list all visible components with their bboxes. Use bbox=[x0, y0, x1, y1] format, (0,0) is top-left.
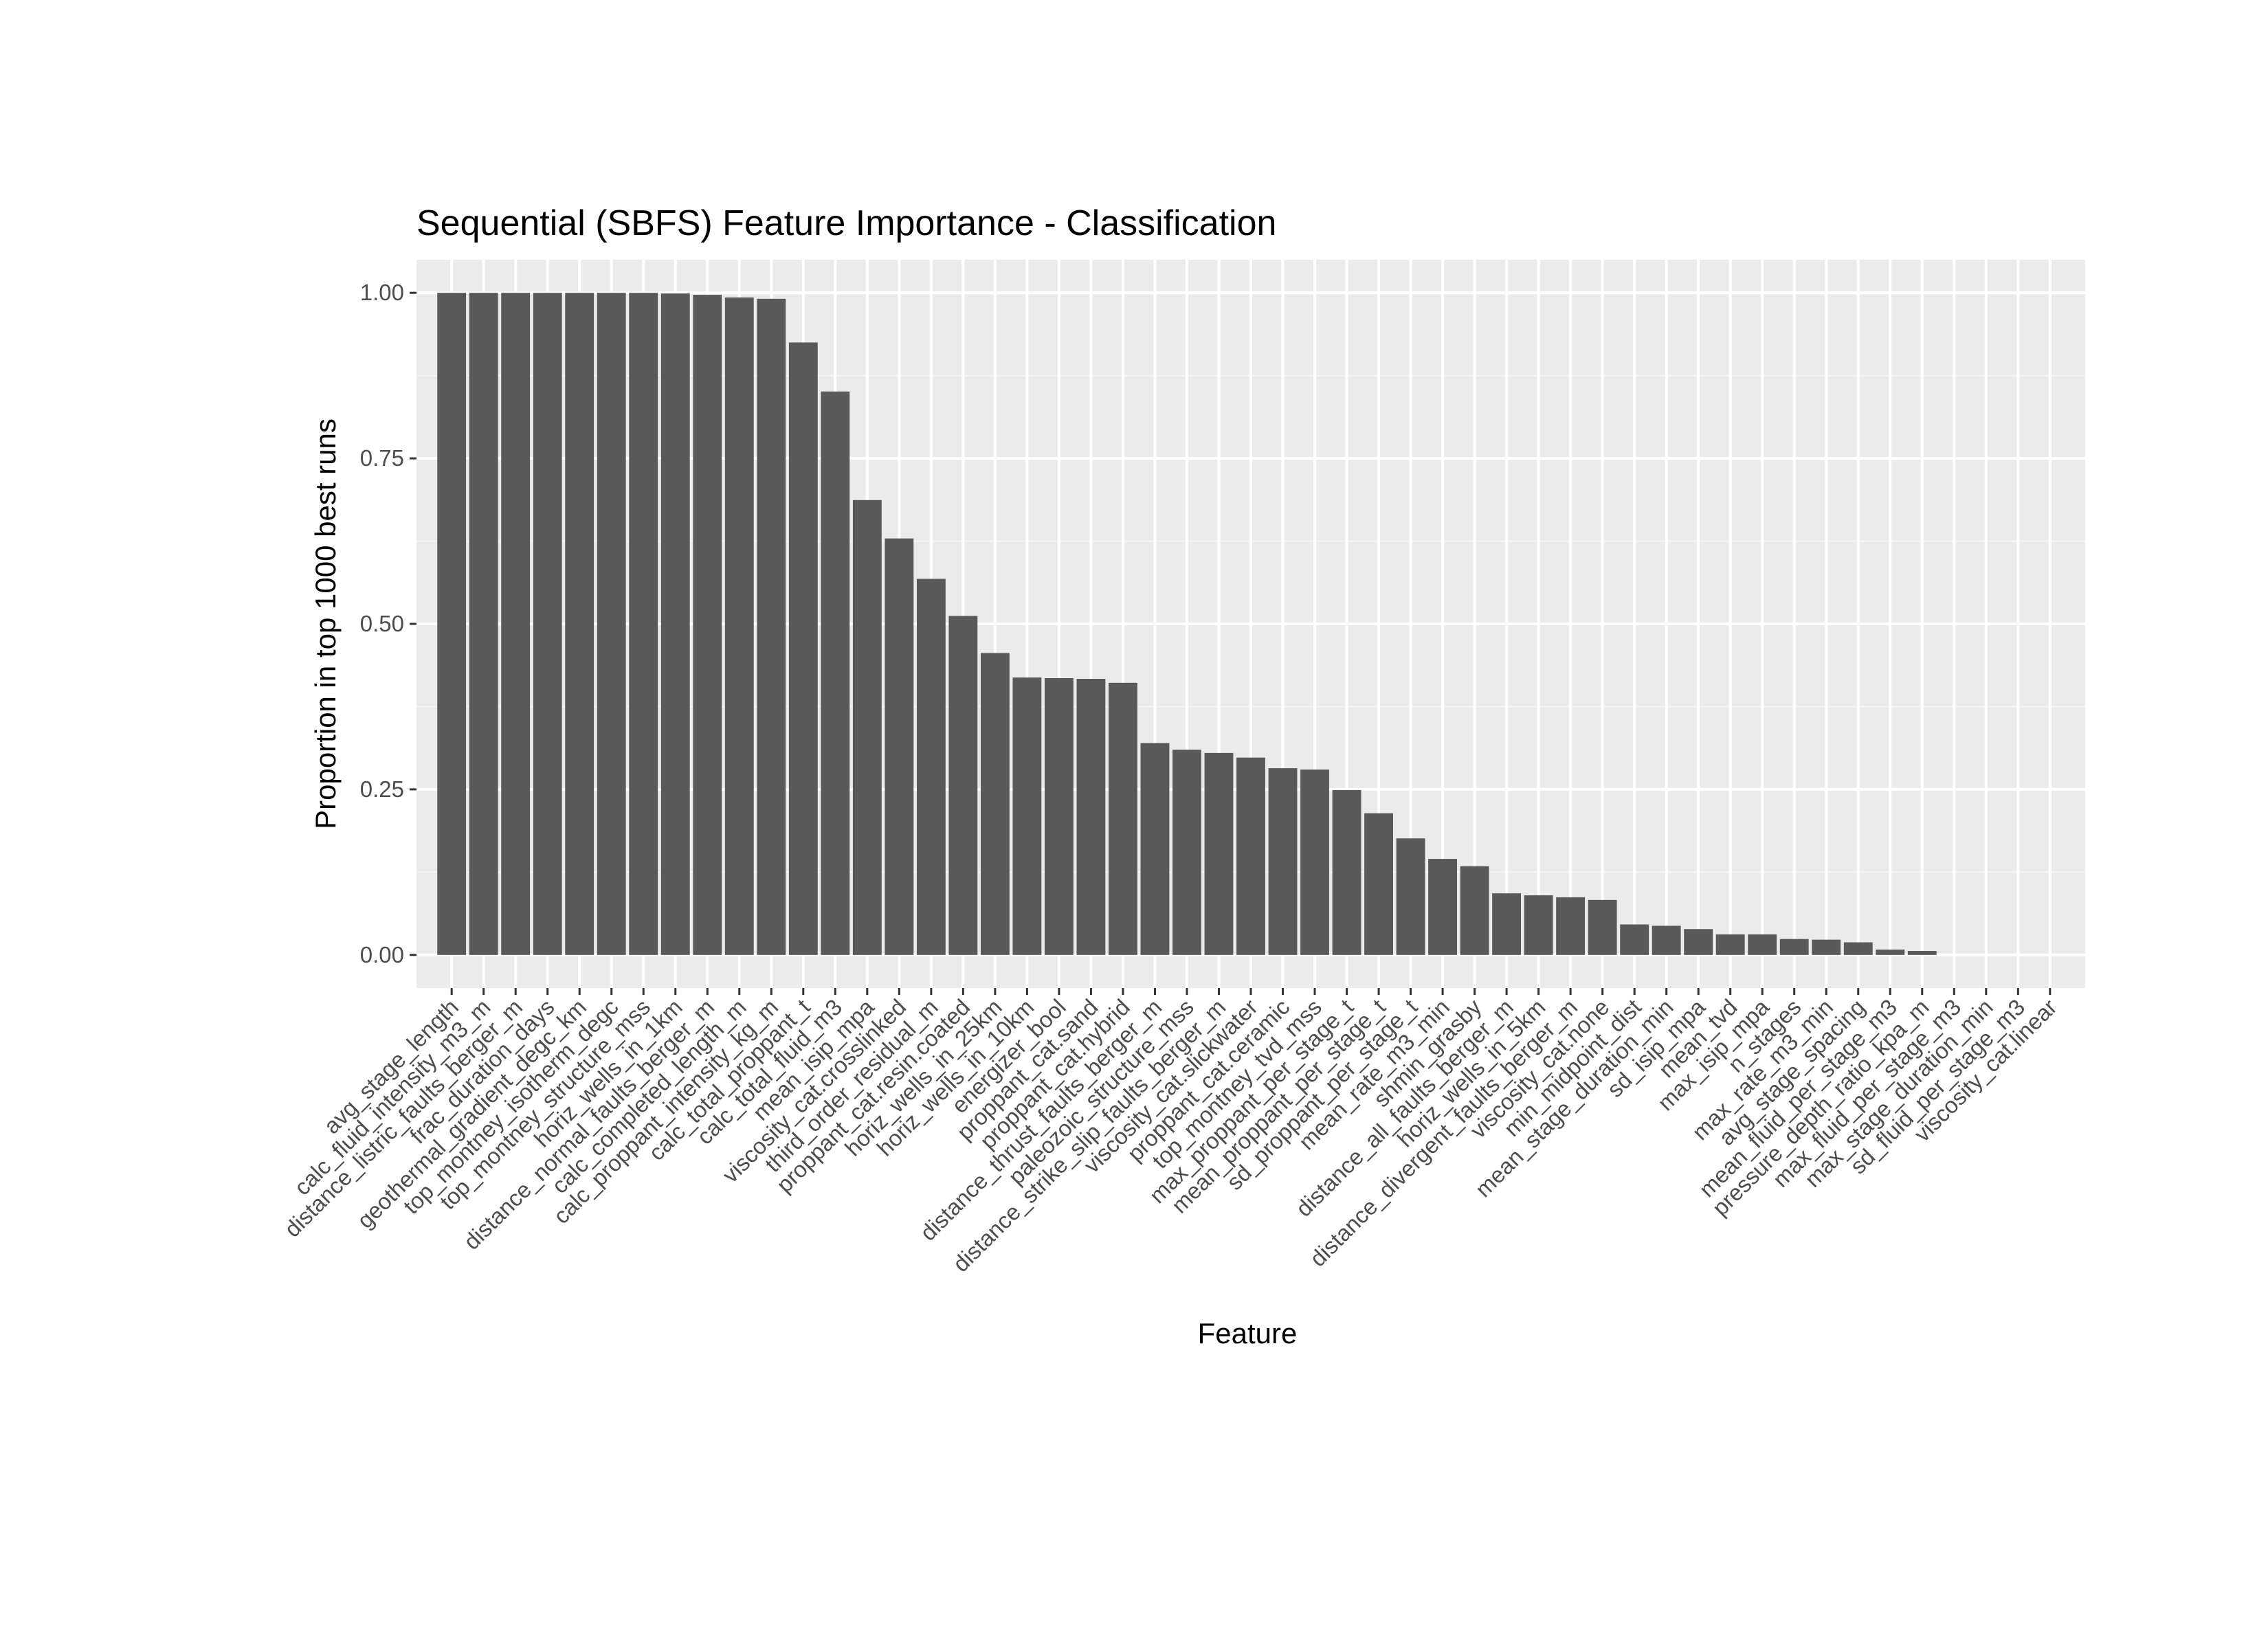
bar-mean_fluid_per_stage_m3 bbox=[1876, 950, 1905, 955]
bar-proppant_cat.ceramic bbox=[1268, 768, 1298, 955]
bar-n_stages bbox=[1779, 939, 1809, 955]
bar-proppant_cat.sand bbox=[1076, 678, 1106, 955]
bar-viscosity_cat.none bbox=[1588, 899, 1617, 955]
bar-top_montney_tvd_mss bbox=[1300, 770, 1329, 955]
y-axis-title: Proportion in top 1000 best runs bbox=[309, 418, 342, 829]
bars bbox=[437, 293, 1937, 955]
bar-frac_duration_days bbox=[533, 293, 562, 955]
bar-distance_all_faults_berger_m bbox=[1492, 893, 1522, 955]
bar-avg_stage_spacing bbox=[1843, 942, 1873, 955]
bar-viscosity_cat.slickwater bbox=[1236, 757, 1265, 955]
bar-calc_completed_length_m bbox=[724, 297, 754, 955]
bar-mean_tvd bbox=[1715, 934, 1745, 955]
bar-pressure_depth_ratio_kpa_m bbox=[1907, 951, 1937, 955]
bar-horiz_wells_in_5km bbox=[1524, 895, 1553, 955]
bar-horiz_wells_in_1km bbox=[660, 293, 690, 955]
bar-top_montney_structure_mss bbox=[629, 293, 658, 955]
x-axis-title: Feature bbox=[1198, 1317, 1298, 1349]
bar-viscosity_cat.crosslinked bbox=[885, 538, 914, 955]
bar-paleozoic_structure_mss bbox=[1172, 750, 1201, 955]
bar-mean_isip_mpa bbox=[852, 500, 882, 955]
bar-distance_normal_faults_berger_m bbox=[693, 295, 722, 955]
bar-max_isip_mpa bbox=[1748, 934, 1777, 955]
bar-third_order_residual_m bbox=[916, 579, 946, 955]
bar-calc_total_proppant_t bbox=[788, 342, 818, 955]
bar-horiz_wells_in_10km bbox=[1012, 677, 1042, 955]
y-tick-label: 1.00 bbox=[360, 280, 404, 305]
chart-title: Sequential (SBFS) Feature Importance - C… bbox=[416, 203, 1276, 243]
bar-max_proppant_per_stage_t bbox=[1332, 789, 1361, 955]
bar-distance_divergent_faults_berger_m bbox=[1556, 897, 1586, 955]
bar-min_midpoint_dist bbox=[1620, 924, 1649, 955]
bar-distance_listric_faults_berger_m bbox=[501, 293, 531, 955]
bar-proppant_cat.hybrid bbox=[1109, 682, 1137, 955]
x-axis: avg_stage_lengthcalc_fluid_intensity_m3_… bbox=[279, 988, 2062, 1277]
bar-calc_total_fluid_m3 bbox=[821, 391, 850, 955]
bar-shmin_grasby bbox=[1460, 866, 1489, 955]
y-tick-label: 0.50 bbox=[360, 611, 404, 636]
bar-distance_strike_slip_faults_berger_m bbox=[1204, 752, 1234, 955]
bar-distance_thrust_faults_berger_m bbox=[1140, 743, 1170, 955]
bar-max_rate_m3_min bbox=[1812, 939, 1841, 955]
bar-horiz_wells_in_25km bbox=[980, 653, 1010, 955]
bar-sd_proppant_per_stage_t bbox=[1396, 838, 1425, 955]
y-tick-label: 0.75 bbox=[360, 445, 404, 471]
bar-proppant_cat.resin.coated bbox=[948, 616, 978, 955]
bar-calc_proppant_intensity_kg_m bbox=[757, 298, 786, 955]
y-tick-label: 0.00 bbox=[360, 942, 404, 967]
bar-calc_fluid_intensity_m3_m bbox=[469, 293, 498, 955]
bar-top_montney_isotherm_degc bbox=[597, 293, 626, 955]
bar-mean_rate_m3_min bbox=[1428, 859, 1458, 955]
bar-geothermal_gradient_degc_km bbox=[565, 293, 594, 955]
bar-energizer_bool bbox=[1044, 678, 1074, 955]
bar-mean_stage_duration_min bbox=[1652, 926, 1681, 955]
y-axis: 0.00 0.25 0.50 0.75 1.00 bbox=[360, 280, 416, 967]
bar-avg_stage_length bbox=[437, 293, 467, 955]
y-tick-label: 0.25 bbox=[360, 776, 404, 802]
bar-mean_proppant_per_stage_t bbox=[1364, 813, 1393, 955]
bar-sd_isip_mpa bbox=[1684, 929, 1713, 955]
